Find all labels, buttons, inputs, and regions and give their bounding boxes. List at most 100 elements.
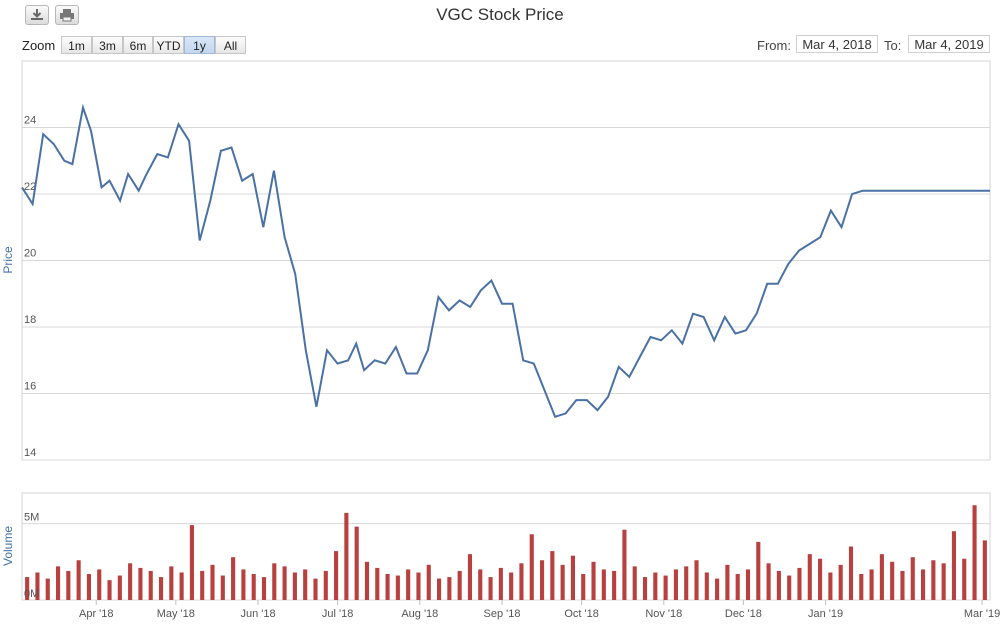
volume-bar [303, 569, 308, 600]
volume-bar [941, 563, 946, 600]
volume-bar [220, 575, 225, 600]
volume-bar [334, 551, 339, 600]
range-to-input[interactable]: Mar 4, 2019 [908, 35, 990, 53]
volume-bar [828, 572, 833, 600]
volume-bar [890, 561, 895, 600]
volume-bar [581, 574, 586, 600]
volume-bar [261, 577, 267, 600]
zoom-button-all[interactable]: All [215, 36, 246, 54]
volume-bar [251, 574, 256, 600]
price-ytick-label: 14 [24, 447, 36, 459]
volume-bar [364, 561, 370, 600]
x-tick-label: Mar '19 [964, 608, 1000, 620]
zoom-button-ytd[interactable]: YTD [153, 36, 184, 54]
volume-bar [416, 572, 421, 600]
volume-bar [539, 560, 545, 600]
range-from-input[interactable]: Mar 4, 2018 [796, 35, 878, 53]
volume-bar [725, 564, 730, 600]
volume-bar [838, 564, 843, 600]
volume-bar [55, 566, 61, 600]
volume-bar [138, 567, 143, 600]
volume-bar [97, 569, 102, 600]
volume-bar [385, 574, 390, 600]
price-ytick-label: 22 [24, 181, 36, 193]
zoom-button-1m[interactable]: 1m [61, 36, 92, 54]
volume-bar [848, 546, 854, 600]
volume-bar [797, 567, 802, 600]
x-tick-label: Dec '18 [725, 608, 762, 620]
zoom-button-1y[interactable]: 1y [184, 36, 215, 54]
volume-bar [529, 534, 534, 600]
volume-bar [879, 554, 884, 600]
volume-bar [344, 512, 349, 600]
x-tick-label: Oct '18 [564, 608, 599, 620]
volume-bar [776, 570, 781, 600]
x-tick-label: Jul '18 [322, 608, 353, 620]
volume-bar [457, 570, 462, 600]
download-button[interactable] [25, 5, 49, 25]
volume-bar [900, 570, 905, 600]
volume-bar [426, 564, 431, 600]
zoom-button-3m[interactable]: 3m [92, 36, 123, 54]
volume-bar [745, 569, 751, 600]
volume-bar [488, 577, 493, 600]
volume-bar [375, 567, 380, 600]
download-icon [31, 9, 43, 20]
volume-bar [735, 574, 740, 600]
volume-bar [869, 569, 874, 600]
volume-ytick-label: 0M [24, 588, 39, 600]
price-line [21, 103, 990, 419]
volume-bar [148, 570, 153, 600]
x-tick-label: May '18 [157, 608, 195, 620]
volume-bar [756, 541, 761, 600]
x-tick-label: Sep '18 [484, 608, 521, 620]
volume-bar [210, 564, 215, 600]
volume-bar [66, 570, 71, 600]
volume-bar [231, 557, 236, 600]
volume-bar [653, 572, 658, 600]
volume-bar [241, 569, 246, 600]
volume-bar [498, 567, 503, 600]
volume-bar [45, 578, 50, 600]
volume-bar [519, 563, 524, 600]
volume-bar [910, 557, 915, 600]
volume-bar [395, 575, 400, 600]
volume-bar [642, 577, 648, 600]
volume-bar [509, 572, 514, 600]
volume-bar [478, 569, 483, 600]
x-tick-label: Nov '18 [645, 608, 682, 620]
chart-title: VGC Stock Price [436, 5, 564, 24]
volume-bar [354, 526, 359, 600]
volume-bar [612, 570, 617, 600]
volume-bar [663, 575, 668, 600]
volume-bar [467, 554, 473, 600]
volume-bar [128, 563, 133, 600]
volume-bar [437, 578, 442, 600]
volume-bar [972, 505, 977, 600]
print-icon [60, 9, 74, 22]
zoom-button-6m[interactable]: 6m [123, 36, 153, 54]
volume-bar [859, 574, 864, 600]
volume-bar [807, 554, 812, 600]
volume-bar [570, 555, 575, 600]
volume-bar [715, 578, 720, 600]
volume-bar [323, 570, 328, 600]
volume-bar [282, 566, 287, 600]
x-tick-label: Aug '18 [401, 608, 438, 620]
volume-bar [272, 563, 277, 600]
print-button[interactable] [55, 5, 79, 25]
volume-axis-title: Volume [1, 526, 15, 566]
price-ytick-label: 24 [24, 115, 36, 127]
volume-bar [560, 564, 565, 600]
volume-bar [684, 566, 689, 600]
volume-bar [921, 569, 926, 600]
volume-bar [982, 540, 987, 600]
volume-bar [550, 551, 555, 600]
volume-bar [931, 560, 936, 600]
volume-bar [962, 558, 967, 600]
volume-pane-frame [21, 492, 991, 601]
volume-bar [694, 560, 699, 600]
price-ytick-label: 20 [24, 248, 36, 260]
volume-bar [35, 572, 40, 600]
